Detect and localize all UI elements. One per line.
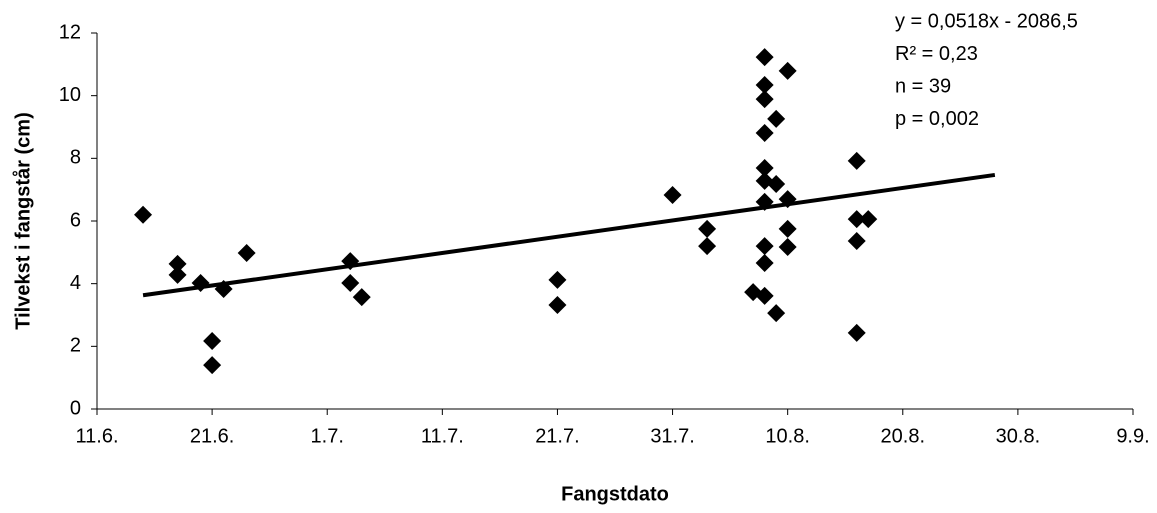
x-tick-label: 11.6. (76, 425, 119, 447)
data-point (548, 270, 567, 289)
annotation: y = 0,0518x - 2086,5 (895, 10, 1078, 32)
trend-line (142, 172, 996, 298)
annotation: R² = 0,23 (895, 43, 978, 65)
data-point (778, 219, 797, 238)
annotation: p = 0,002 (895, 108, 979, 130)
data-point (548, 295, 567, 314)
y-tick-label: 8 (70, 147, 81, 169)
data-point (755, 76, 774, 95)
data-point (341, 252, 360, 271)
data-point (134, 205, 153, 224)
x-tick-label: 21.6. (190, 425, 234, 447)
data-point (203, 356, 222, 375)
x-tick-label: 10.8. (765, 425, 809, 447)
y-tick-label: 4 (70, 272, 81, 294)
y-tick-label: 10 (59, 84, 81, 106)
data-point (698, 219, 717, 238)
data-point (767, 304, 786, 323)
x-tick-label: 1.7. (311, 425, 344, 447)
data-point (755, 159, 774, 178)
data-point (214, 279, 233, 298)
data-point (237, 243, 256, 262)
data-point (755, 192, 774, 211)
data-point (698, 237, 717, 256)
data-point (847, 323, 866, 342)
data-point (663, 185, 682, 204)
data-point (168, 254, 187, 273)
x-tick-label: 11.7. (421, 425, 464, 447)
x-tick-label: 9.9. (1116, 425, 1149, 447)
data-point (767, 109, 786, 128)
data-point (341, 274, 360, 293)
x-tick-label: 21.7. (535, 425, 579, 447)
data-point (847, 210, 866, 229)
data-point (191, 274, 210, 293)
data-point (755, 90, 774, 109)
data-point (847, 232, 866, 251)
x-tick-label: 31.7. (650, 425, 694, 447)
y-axis-title: Tilvekst i fangstår (cm) (11, 112, 34, 329)
data-point (778, 190, 797, 209)
data-point (767, 175, 786, 194)
x-tick-label: 30.8. (996, 425, 1040, 447)
y-tick-label: 2 (70, 335, 81, 357)
annotation: n = 39 (895, 75, 951, 97)
data-point (755, 123, 774, 142)
data-point (755, 253, 774, 272)
data-point (755, 286, 774, 305)
data-point (203, 332, 222, 351)
data-point (755, 48, 774, 67)
data-point (859, 210, 878, 229)
y-tick-label: 0 (70, 397, 81, 419)
data-point (755, 237, 774, 256)
y-tick-label: 12 (59, 21, 81, 43)
x-axis-title: Fangstdato (561, 483, 669, 505)
data-point (168, 265, 187, 284)
x-tick-label: 20.8. (881, 425, 925, 447)
data-point (352, 288, 371, 307)
data-point (847, 151, 866, 170)
data-point (778, 238, 797, 257)
data-point (778, 61, 797, 80)
y-tick-label: 6 (70, 209, 81, 231)
